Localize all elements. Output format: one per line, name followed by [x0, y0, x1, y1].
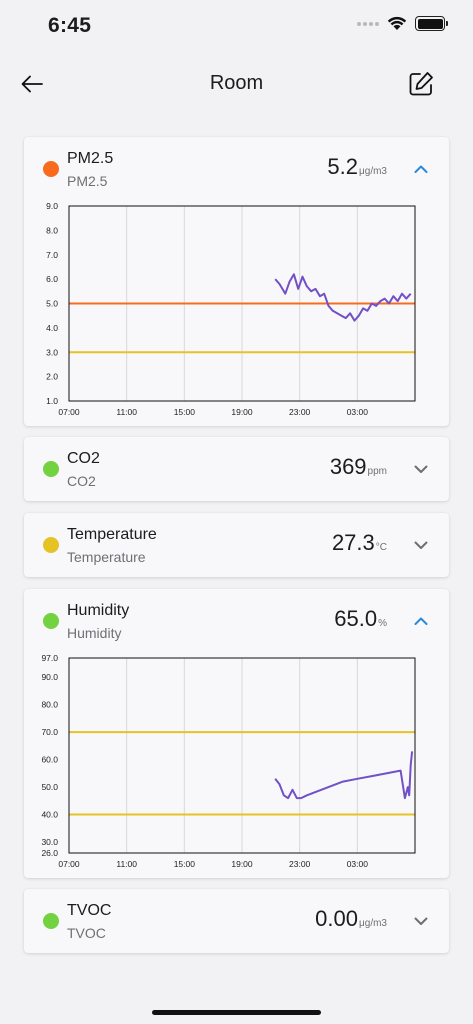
y-tick-label: 3.0: [46, 347, 58, 357]
y-tick-label: 40.0: [41, 810, 58, 820]
x-tick-label: 15:00: [174, 407, 196, 417]
series-line: [274, 273, 412, 322]
y-tick-label: 70.0: [41, 727, 58, 737]
x-tick-label: 11:00: [116, 859, 137, 869]
x-tick-label: 07:00: [58, 407, 80, 417]
y-tick-label: 7.0: [46, 250, 58, 260]
back-button[interactable]: [16, 68, 48, 100]
sensor-card-header[interactable]: Humidity Humidity 65.0%: [24, 589, 449, 655]
sensor-value: 65.0: [334, 606, 378, 631]
sensor-card-temperature: Temperature Temperature 27.3°C: [24, 513, 449, 577]
plot-border: [68, 657, 416, 854]
sensor-subtitle: CO2: [67, 473, 96, 489]
pm25-chart-svg: 07:00 11:00 15:00 19:00 23:00 03:00 1.0 2.0 3.0 4…: [46, 201, 416, 417]
x-tick-label: 19:00: [231, 407, 253, 417]
status-icons: [357, 16, 448, 31]
sensor-card-humidity: Humidity Humidity 65.0% 07:00 11:00 15:00 1…: [24, 589, 449, 878]
humidity-chart: 07:00 11:00 15:00 19:00 23:00 03:00 26.0 30.0 40…: [24, 649, 449, 875]
x-tick-label: 03:00: [347, 407, 369, 417]
chevron-down-icon[interactable]: [413, 537, 429, 553]
sensor-value: 5.2: [327, 154, 358, 179]
sensor-card-header[interactable]: CO2 CO2 369ppm: [24, 437, 449, 503]
sensor-unit: μg/m3: [359, 918, 387, 929]
sensor-value-group: 0.00μg/m3: [315, 906, 387, 932]
sensor-card-tvoc: TVOC TVOC 0.00μg/m3: [24, 889, 449, 953]
x-tick-label: 11:00: [116, 407, 137, 417]
sensor-name: Humidity: [67, 602, 130, 619]
sensor-name: PM2.5: [67, 150, 114, 167]
y-tick-label: 2.0: [46, 372, 58, 382]
sensor-unit: ppm: [367, 466, 387, 477]
sensor-value: 27.3: [331, 530, 375, 555]
sensor-card-header[interactable]: Temperature Temperature 27.3°C: [24, 513, 449, 579]
status-time: 6:45: [48, 14, 92, 37]
sensor-value: 0.00: [315, 906, 358, 931]
sensor-subtitle: TVOC: [67, 925, 106, 941]
y-tick-label: 60.0: [41, 755, 58, 765]
status-dot: [43, 613, 59, 629]
sensor-card-header[interactable]: PM2.5 PM2.5 5.2μg/m3: [24, 137, 449, 203]
sensor-subtitle: Temperature: [67, 549, 146, 565]
edit-button[interactable]: [407, 70, 435, 98]
cellular-signal-icon: [357, 21, 379, 26]
nav-bar: Room: [0, 54, 473, 112]
status-dot: [43, 537, 59, 553]
sensor-unit: μg/m3: [359, 166, 387, 177]
arrow-left-icon: [21, 75, 43, 93]
y-tick-label: 90.0: [41, 672, 58, 682]
sensor-name: Temperature: [67, 526, 157, 543]
sensor-value-group: 369ppm: [330, 454, 387, 480]
battery-icon: [415, 16, 448, 31]
sensor-card-pm25: PM2.5 PM2.5 5.2μg/m3 07:00 11:00 15:00 19:0…: [24, 137, 449, 426]
x-tick-label: 23:00: [289, 407, 311, 417]
status-dot: [43, 913, 59, 929]
page-title: Room: [209, 72, 264, 94]
pm25-chart: 07:00 11:00 15:00 19:00 23:00 03:00 1.0 2.0 3.0 4…: [24, 197, 449, 423]
x-tick-label: 19:00: [231, 859, 253, 869]
chevron-up-icon[interactable]: [413, 613, 429, 629]
sensor-card-co2: CO2 CO2 369ppm: [24, 437, 449, 501]
sensor-subtitle: Humidity: [67, 625, 122, 641]
status-dot: [43, 461, 59, 477]
x-tick-label: 03:00: [347, 859, 369, 869]
sensor-subtitle: PM2.5: [67, 173, 108, 189]
y-tick-label: 30.0: [41, 837, 58, 847]
sensor-value-group: 27.3°C: [332, 530, 387, 556]
y-tick-label: 50.0: [41, 782, 58, 792]
x-tick-label: 07:00: [58, 859, 80, 869]
y-tick-label: 80.0: [41, 700, 58, 710]
y-tick-label: 8.0: [46, 225, 58, 235]
y-tick-label: 26.0: [41, 848, 58, 858]
y-tick-label: 9.0: [46, 201, 58, 211]
series-line: [274, 751, 414, 800]
sensor-card-header[interactable]: TVOC TVOC 0.00μg/m3: [24, 889, 449, 955]
sensor-value-group: 65.0%: [334, 606, 387, 632]
sensor-unit: %: [378, 618, 387, 629]
sensor-name: TVOC: [67, 902, 112, 919]
status-bar: 6:45: [0, 0, 473, 54]
status-dot: [43, 161, 59, 177]
sensor-unit: °C: [375, 542, 387, 553]
x-tick-label: 23:00: [289, 859, 311, 869]
chevron-down-icon[interactable]: [413, 913, 429, 929]
wifi-icon: [387, 16, 407, 30]
home-indicator[interactable]: [152, 1010, 321, 1015]
sensor-value: 369: [329, 454, 367, 479]
sensor-value-group: 5.2μg/m3: [327, 154, 387, 180]
y-tick-label: 5.0: [46, 299, 58, 309]
x-tick-label: 15:00: [174, 859, 196, 869]
edit-icon: [409, 72, 433, 96]
y-tick-label: 4.0: [46, 323, 58, 333]
plot-border: [68, 205, 416, 402]
y-tick-label: 1.0: [46, 396, 58, 406]
y-tick-label: 97.0: [41, 653, 58, 663]
chevron-up-icon[interactable]: [413, 161, 429, 177]
humidity-chart-svg: 07:00 11:00 15:00 19:00 23:00 03:00 26.030.0 40…: [41, 653, 416, 869]
sensor-name: CO2: [67, 450, 100, 467]
y-tick-label: 6.0: [46, 274, 58, 284]
chevron-down-icon[interactable]: [413, 461, 429, 477]
